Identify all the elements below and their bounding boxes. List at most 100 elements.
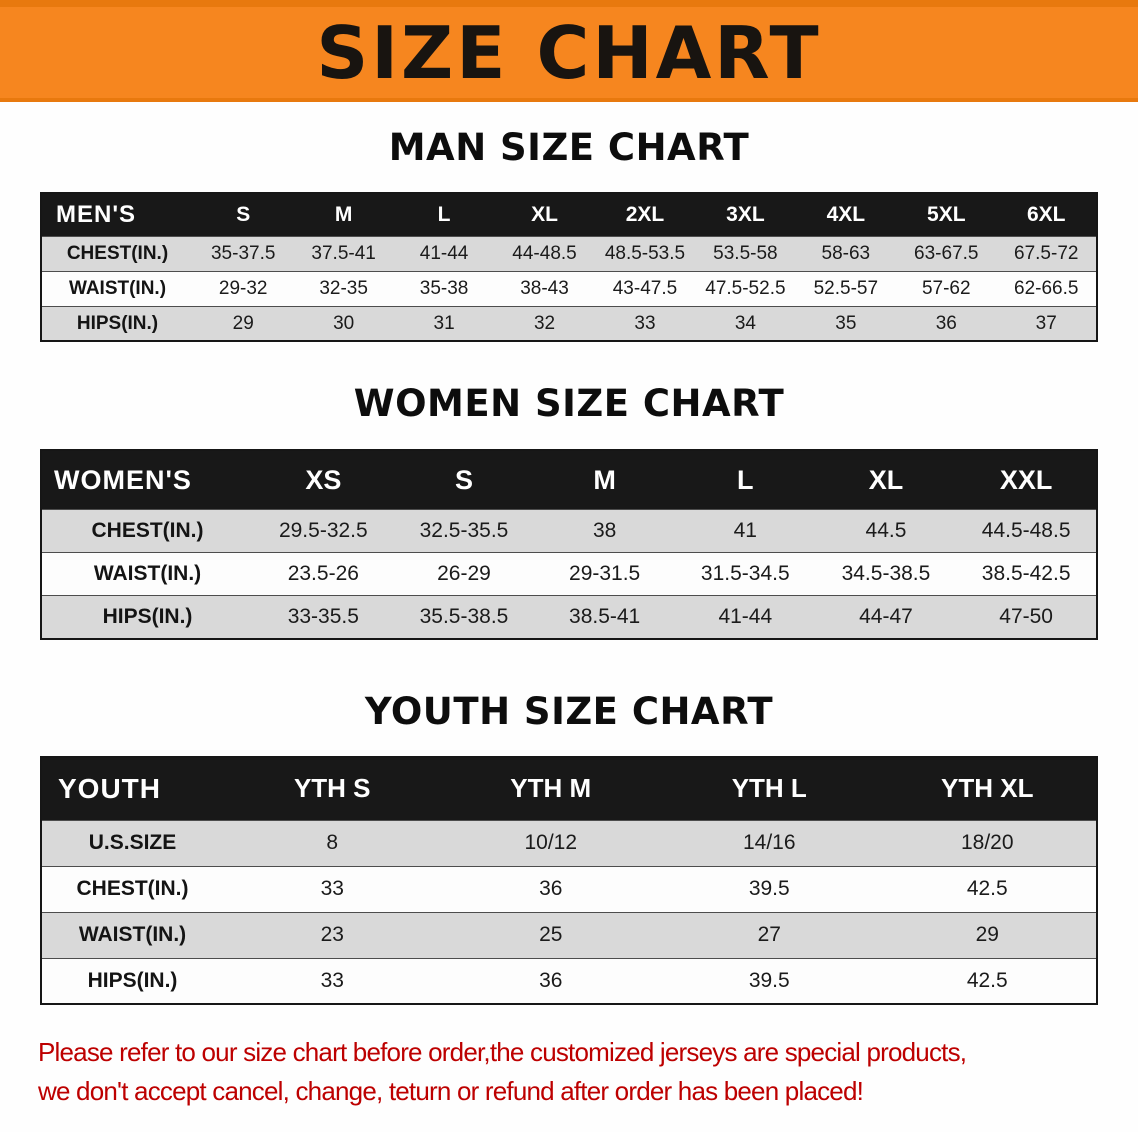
banner: SIZE CHART [0, 0, 1138, 102]
women-section-title: WOMEN SIZE CHART [353, 382, 785, 426]
table-row: HIPS(IN.) 33 36 39.5 42.5 [41, 958, 1097, 1005]
table-row: WAIST(IN.) 29-32 32-35 35-38 38-43 43-47.5 47.… [41, 271, 1097, 307]
table-cell: 32-35 [319, 277, 368, 299]
size-column-header: L [393, 193, 495, 237]
table-cell: 52.5-57 [813, 277, 879, 299]
table-cell: 38 [592, 519, 617, 543]
size-column-header: 5XL [896, 193, 997, 237]
row-label: CHEST(IN.) [66, 242, 169, 264]
table-cell: 29-31.5 [569, 562, 641, 586]
table-cell: 35.5-38.5 [419, 605, 509, 629]
table-header-row: MEN'S S M L XL 2XL 3XL 4XL 5XL 6XL [41, 193, 1097, 237]
table-cell: 47-50 [999, 605, 1053, 629]
table-header-row: WOMEN'S XS S M L XL XXL [41, 449, 1097, 510]
table-row: HIPS(IN.) 33-35.5 35.5-38.5 38.5-41 41-44 44-… [41, 595, 1097, 639]
table-cell: 33 [320, 877, 344, 901]
table-cell: 27 [757, 923, 781, 947]
table-cell: 36 [539, 877, 563, 901]
size-column-header: S [393, 449, 535, 510]
size-column-header: 2XL [594, 193, 696, 237]
table-cell: 42.5 [966, 968, 1008, 992]
table-row: CHEST(IN.) 29.5-32.5 32.5-35.5 38 41 44.5 44.5… [41, 509, 1097, 553]
table-cell: 14/16 [742, 831, 796, 855]
table-cell: 63-67.5 [914, 242, 979, 264]
size-column-header: YTH L [660, 757, 879, 821]
men-size-section: MAN SIZE CHART MEN'S S M L XL 2XL 3XL 4XL 5XL 6XL… [0, 126, 1138, 343]
women-size-table: WOMEN'S XS S M L XL XXL CHEST(IN.) 29.5-32.5 32.5… [40, 448, 1098, 640]
table-cell: 57-62 [921, 277, 971, 299]
size-column-header: YTH XL [878, 757, 1097, 821]
table-cell: 48.5-53.5 [604, 242, 686, 264]
size-column-header: S [193, 193, 294, 237]
footer-note: Please refer to our size chart before or… [38, 1033, 1100, 1111]
youth-size-table: YOUTH YTH S YTH M YTH L YTH XL U.S.SIZE 8 10/12… [40, 756, 1098, 1006]
size-column-header: XXL [956, 449, 1097, 510]
table-cell: 35-38 [419, 277, 469, 299]
table-cell: 53.5-58 [713, 242, 778, 264]
table-cell: 36 [935, 312, 957, 334]
table-corner-label: MEN'S [41, 193, 193, 237]
table-cell: 25 [539, 923, 563, 947]
men-size-table: MEN'S S M L XL 2XL 3XL 4XL 5XL 6XL CHEST(IN.) 35-37… [40, 192, 1098, 343]
size-column-header: XL [494, 193, 595, 237]
table-cell: 33 [634, 312, 656, 334]
table-cell: 29-32 [218, 277, 268, 299]
table-cell: 37 [1035, 312, 1057, 334]
table-cell: 34 [734, 312, 756, 334]
table-cell: 29 [975, 923, 999, 947]
table-row: U.S.SIZE 8 10/12 14/16 18/20 [41, 820, 1097, 867]
table-cell: 39.5 [748, 968, 790, 992]
table-row: CHEST(IN.) 33 36 39.5 42.5 [41, 866, 1097, 913]
table-cell: 35 [835, 312, 857, 334]
table-cell: 43-47.5 [612, 277, 678, 299]
row-label: CHEST(IN.) [91, 519, 204, 543]
size-column-header: 3XL [695, 193, 796, 237]
table-cell: 33-35.5 [287, 605, 359, 629]
table-cell: 62-66.5 [1014, 277, 1079, 299]
table-header-row: YOUTH YTH S YTH M YTH L YTH XL [41, 757, 1097, 821]
table-cell: 23.5-26 [287, 562, 359, 586]
size-column-header: XS [253, 449, 394, 510]
footer-line-2: we don't accept cancel, change, teturn o… [38, 1076, 864, 1107]
row-label: WAIST(IN.) [93, 562, 202, 586]
table-cell: 44.5-48.5 [981, 519, 1071, 543]
table-cell: 39.5 [748, 877, 790, 901]
youth-size-section: YOUTH SIZE CHART YOUTH YTH S YTH M YTH L YTH… [0, 689, 1138, 1006]
table-cell: 32.5-35.5 [419, 519, 509, 543]
table-cell: 41 [733, 519, 757, 543]
table-cell: 30 [333, 312, 355, 334]
table-cell: 42.5 [966, 877, 1008, 901]
table-cell: 37.5-41 [311, 242, 376, 264]
row-label: HIPS(IN.) [87, 968, 178, 992]
table-cell: 8 [326, 831, 339, 855]
row-label: HIPS(IN.) [76, 312, 159, 334]
row-label: WAIST(IN.) [78, 923, 187, 947]
table-cell: 26-29 [437, 562, 491, 586]
youth-section-title: YOUTH SIZE CHART [364, 689, 774, 733]
table-cell: 67.5-72 [1014, 242, 1079, 264]
size-column-header: YTH M [441, 757, 660, 821]
footer-line-1: Please refer to our size chart before or… [38, 1037, 967, 1068]
table-cell: 23 [320, 923, 344, 947]
table-cell: 34.5-38.5 [841, 562, 931, 586]
table-cell: 35-37.5 [210, 242, 276, 264]
table-cell: 31 [433, 312, 455, 334]
size-column-header: 6XL [996, 193, 1097, 237]
row-label: HIPS(IN.) [102, 605, 193, 629]
page-title: SIZE CHART [316, 10, 822, 95]
table-cell: 36 [539, 968, 563, 992]
table-cell: 32 [533, 312, 556, 334]
row-label: U.S.SIZE [88, 831, 177, 855]
table-cell: 38.5-42.5 [981, 562, 1071, 586]
table-cell: 29.5-32.5 [278, 519, 368, 543]
row-label: CHEST(IN.) [76, 877, 189, 901]
table-row: HIPS(IN.) 29 30 31 32 33 34 35 36 37 [41, 306, 1097, 342]
table-corner-label: WOMEN'S [41, 449, 253, 510]
table-cell: 58-63 [821, 242, 871, 264]
table-cell: 38-43 [520, 277, 569, 299]
size-column-header: XL [815, 449, 957, 510]
men-section-title: MAN SIZE CHART [388, 126, 750, 169]
size-column-header: M [534, 449, 675, 510]
table-cell: 33 [320, 968, 344, 992]
